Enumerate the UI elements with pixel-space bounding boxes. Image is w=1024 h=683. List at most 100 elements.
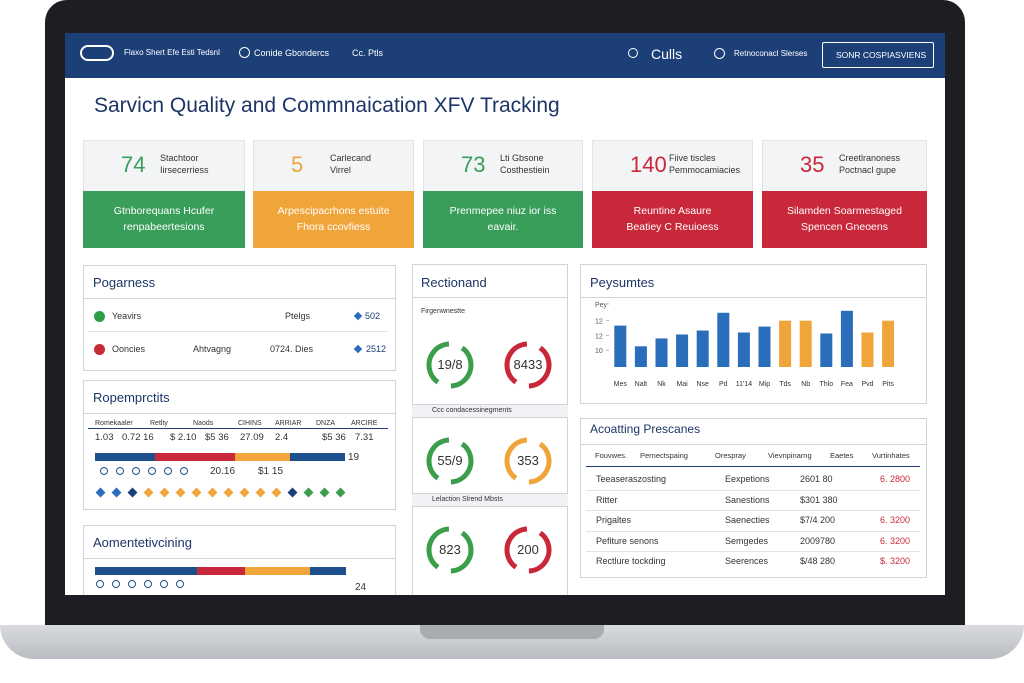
group-header <box>412 493 568 507</box>
gauge-arc <box>504 341 552 389</box>
report-value: $ 2.10 <box>170 432 197 443</box>
bar <box>820 333 833 367</box>
x-tick-label: Mes <box>614 381 628 388</box>
nav-button[interactable] <box>822 42 934 68</box>
kpi-footer <box>423 191 583 248</box>
kpi-label: Poctnacl gupe <box>839 165 897 175</box>
kpi-label: Stachtoor <box>160 153 199 163</box>
table-cell: 2009780 <box>800 535 836 546</box>
row-divider <box>586 510 920 511</box>
search-text[interactable]: Culls <box>651 46 683 62</box>
table-header: Eaetes <box>830 451 854 460</box>
report-value: 0.72 16 <box>122 432 154 443</box>
segment-marker <box>144 580 152 588</box>
kpi-footer-text: Reuntine Asaure <box>633 205 712 217</box>
bar <box>779 320 792 367</box>
gauge-value: 8433 <box>513 357 543 372</box>
segment-marker <box>128 580 136 588</box>
kpi-footer-text: Fhora ccovfiess <box>296 221 371 233</box>
x-tick-label: Thlo <box>819 381 833 388</box>
bar <box>717 312 730 367</box>
segment-marker <box>176 580 184 588</box>
gauge-arc <box>504 437 552 485</box>
panel-divider <box>83 413 396 414</box>
panel-divider <box>580 297 927 298</box>
report-header: Naods <box>193 420 214 427</box>
report-bar-segment <box>155 453 235 461</box>
nav-link[interactable]: Conide Gbondercs <box>254 48 330 58</box>
page-title: Sarvicn Quality and Commnaication XFV Tr… <box>94 94 560 117</box>
x-tick-label: Mai <box>676 381 688 388</box>
table-header: Vievnpinarng <box>768 451 812 460</box>
row-divider <box>88 331 388 332</box>
nav-icon <box>239 47 250 58</box>
search-icon <box>628 48 638 58</box>
x-tick-label: Tds <box>779 381 791 388</box>
report-value: $5 36 <box>205 432 229 443</box>
report-header: DNZA <box>316 420 336 427</box>
kpi-footer-text: eavair. <box>487 221 519 233</box>
report-header: Retlty <box>150 420 168 427</box>
recommend-panel <box>412 264 568 595</box>
progress-panel <box>83 265 396 371</box>
table-cell: $301 380 <box>800 494 838 505</box>
bar-marker <box>100 467 108 475</box>
reports-panel <box>83 380 396 510</box>
table-cell: Pefiture senons <box>596 535 659 546</box>
report-header-line <box>88 428 388 429</box>
service-icon <box>714 48 725 59</box>
gauge <box>504 341 552 389</box>
progress-cell: Yeavirs <box>112 311 142 321</box>
x-tick-label: Nb <box>801 381 810 388</box>
kpi-footer <box>253 191 414 248</box>
x-tick-label: Nalt <box>635 381 648 388</box>
bar-marker <box>132 467 140 475</box>
kpi-label: Pemmocamiacies <box>669 165 741 175</box>
table-cell: Eexpetions <box>725 474 770 484</box>
table-cell: Teeaseraszosting <box>596 474 667 484</box>
kpi-footer-text: Arpescipacrhons estuite <box>277 205 390 217</box>
service-link[interactable]: Retnoconacl Slerses <box>734 49 808 58</box>
kpi-label: Lti Gbsone <box>500 153 544 163</box>
nav-button-label[interactable]: SONR COSPIASVIENS <box>836 50 927 60</box>
bar <box>634 346 647 367</box>
bar-marker <box>164 467 172 475</box>
report-sub: 20.16 <box>210 466 236 477</box>
gauge <box>426 526 474 574</box>
row-divider <box>586 551 920 552</box>
kpi-footer-text: Silamden Soarmestaged <box>787 205 902 217</box>
bar <box>861 332 874 367</box>
x-tick-label: Nse <box>696 381 709 388</box>
table-cell: Ritter <box>596 494 618 505</box>
x-tick-label: 11'14 <box>736 381 752 388</box>
progress-cell: Ahtvagng <box>193 344 232 354</box>
y-tick-label: 12 <box>595 333 603 340</box>
report-value: 1.03 <box>95 432 114 443</box>
progress-cell: Ptelgs <box>285 311 311 321</box>
table-cell: Saenecties <box>725 515 770 525</box>
gauge-value: 200 <box>517 542 539 557</box>
report-value: 27.09 <box>240 432 264 443</box>
table-cell: 2601 80 <box>800 474 833 484</box>
gauge-value: 55/9 <box>437 453 463 468</box>
bar-marker <box>180 467 188 475</box>
table-panel <box>580 418 927 578</box>
table-cell: Semgedes <box>725 535 769 546</box>
laptop-notch <box>420 625 604 639</box>
gauge <box>426 437 474 485</box>
gauge <box>504 437 552 485</box>
kpi-footer <box>83 191 245 248</box>
panel-divider <box>83 558 396 559</box>
report-header: Romekaaler <box>95 420 133 427</box>
kpi-footer <box>762 191 927 248</box>
panel-title: Ropemprctits <box>93 390 170 405</box>
gauge-value: 353 <box>517 453 539 468</box>
brand: Flaxo Shert Efe Esti Tedsnl <box>124 48 220 57</box>
nav-link[interactable]: Cc. Ptls <box>352 48 384 58</box>
segment-marker <box>96 580 104 588</box>
y-tick-label: 10 <box>595 348 603 355</box>
segment-bar <box>197 567 245 575</box>
report-value: 7.31 <box>355 432 374 443</box>
bar <box>614 325 627 367</box>
